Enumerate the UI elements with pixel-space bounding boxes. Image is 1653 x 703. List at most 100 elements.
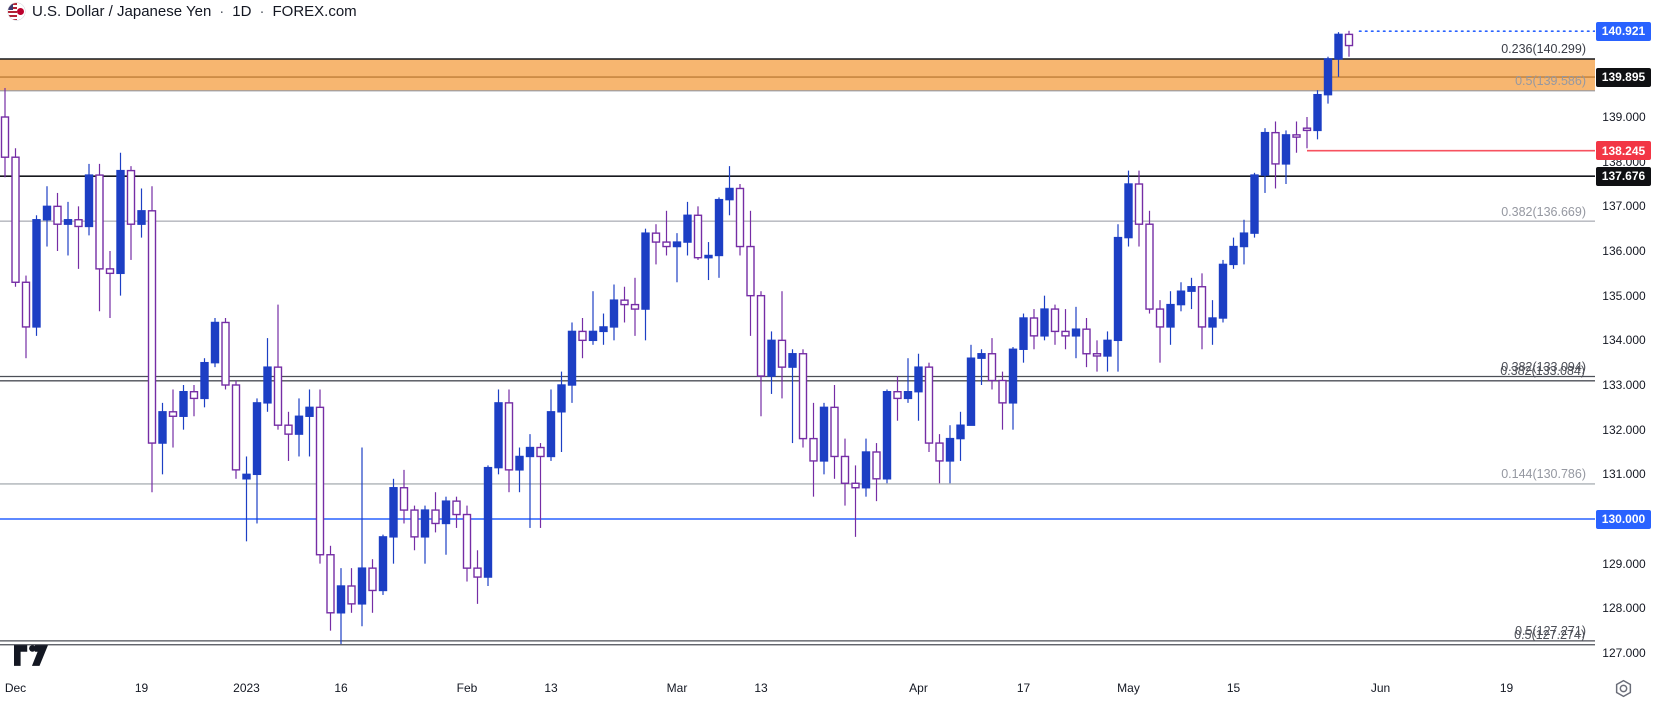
time-axis-label: May — [1117, 681, 1140, 695]
candle-body — [399, 487, 409, 511]
candle-body — [147, 210, 157, 444]
fib-label-127-a: 0.5(127.271) — [1515, 624, 1586, 639]
candle-body — [1239, 232, 1249, 248]
price-axis-tick: 133.000 — [1602, 378, 1646, 392]
time-axis[interactable]: Dec 19 2023 16 Feb 13 Mar 13 Apr 17 May 15 Jun 19 — [0, 670, 1653, 703]
fib-label-05-139586: 0.5(139.586) — [1515, 74, 1586, 89]
candle-body — [1008, 348, 1018, 404]
candle-body — [1281, 134, 1291, 165]
usdjpy-flag-icon — [8, 3, 25, 20]
candle-body — [242, 473, 251, 480]
candle-body — [693, 214, 703, 259]
price-axis-tick: 135.000 — [1602, 288, 1646, 303]
candle-body — [1113, 236, 1123, 342]
candle-body — [231, 384, 241, 471]
candle-body — [956, 424, 965, 440]
candle-body — [441, 500, 451, 525]
candle-body — [935, 442, 944, 462]
candle-body — [284, 424, 293, 435]
candle-body — [1302, 127, 1312, 132]
candle-body — [1145, 223, 1154, 310]
tradingview-logo[interactable] — [14, 645, 48, 671]
symbol-header[interactable]: U.S. Dollar / Japanese Yen · 1D · FOREX.… — [8, 3, 357, 20]
price-axis-tick: 131.000 — [1602, 467, 1646, 482]
candle-body — [1029, 317, 1039, 337]
candle-body — [1082, 328, 1091, 355]
time-axis-label: Dec — [4, 681, 27, 695]
candle-body — [53, 205, 62, 225]
fib-label-0382-136669: 0.382(136.669) — [1501, 204, 1586, 219]
candle-body — [662, 241, 671, 248]
candle-body — [872, 451, 881, 480]
candle-body — [273, 366, 283, 426]
candle-body — [95, 174, 104, 270]
fib-label-0236: 0.236(140.299) — [1501, 42, 1586, 57]
candle-body — [32, 219, 41, 328]
candle-body — [861, 451, 871, 489]
candle-body — [431, 509, 440, 525]
candle-body — [819, 406, 829, 462]
candle-body — [105, 268, 115, 275]
candle-body — [21, 281, 31, 328]
interval-label[interactable]: 1D — [232, 3, 252, 20]
candlestick-plot[interactable] — [0, 0, 1595, 703]
price-axis[interactable]: 139.000 138.000 137.000 136.000 135.000 134.0… — [1595, 0, 1653, 703]
time-axis-label: 13 — [544, 681, 558, 695]
candle-body — [1040, 308, 1049, 337]
candle-body — [893, 391, 902, 400]
candle-body — [305, 406, 314, 417]
candle-body — [536, 446, 545, 458]
candle-body — [777, 339, 787, 368]
candle-body — [735, 187, 745, 248]
candle-body — [1271, 131, 1280, 165]
candle-body — [126, 169, 136, 225]
candle-body — [326, 554, 335, 614]
time-axis-label: 19 — [134, 681, 149, 695]
candle-body — [557, 384, 566, 413]
candle-body — [137, 210, 146, 225]
candle-body — [1050, 308, 1060, 333]
time-axis-label: Feb — [456, 681, 478, 695]
candle-body — [1260, 131, 1270, 176]
candle-body — [1061, 330, 1070, 337]
candle-body — [1229, 245, 1238, 266]
candle-body — [798, 353, 808, 440]
price-axis-label-pill: 138.245 — [1596, 141, 1651, 161]
candle-body — [588, 330, 598, 342]
resistance-zone — [0, 58, 1595, 91]
candle-body — [462, 513, 472, 569]
candle-body — [368, 567, 377, 592]
candle-body — [1208, 317, 1217, 328]
candle-body — [116, 169, 125, 275]
candle-body — [1218, 263, 1228, 319]
candle-body — [473, 567, 482, 578]
candle-body — [504, 402, 514, 471]
candle-body — [788, 353, 797, 368]
symbol-title[interactable]: U.S. Dollar / Japanese Yen — [32, 3, 212, 20]
candle-body — [1250, 174, 1259, 234]
candle-body — [641, 232, 650, 310]
candle-body — [389, 487, 398, 538]
candle-body — [210, 321, 220, 364]
candle-body — [609, 299, 619, 328]
candle-body — [830, 406, 839, 458]
candle-body — [998, 379, 1007, 404]
fib-label-127-b: 0.5(127.274) — [1514, 628, 1585, 643]
candle-body — [494, 402, 503, 469]
candle-body — [452, 500, 461, 516]
price-axis-tick: 129.000 — [1602, 556, 1646, 571]
separator-dot: · — [259, 3, 265, 20]
candle-body — [903, 391, 913, 400]
candle-body — [378, 536, 388, 592]
time-axis-label: 2023 — [233, 681, 260, 695]
price-axis-tick: 134.000 — [1602, 333, 1646, 348]
candle-body — [1134, 183, 1144, 225]
candle-body — [168, 411, 178, 417]
price-axis-tick: 132.000 — [1602, 422, 1646, 437]
price-axis-tick: 139.000 — [1602, 110, 1646, 124]
candle-body — [809, 437, 818, 462]
settings-gear-icon[interactable] — [1614, 679, 1633, 703]
candle-body — [1071, 328, 1081, 337]
candle-body — [966, 357, 976, 426]
